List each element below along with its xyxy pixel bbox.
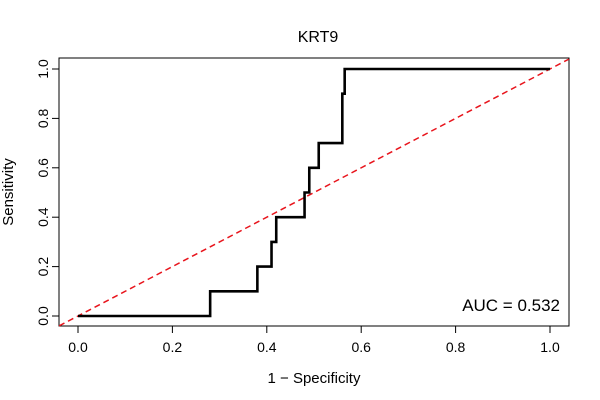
x-tick-label: 1.0 bbox=[540, 339, 560, 355]
y-tick-label: 0.8 bbox=[35, 108, 51, 128]
y-axis-title: Sensitivity bbox=[0, 158, 17, 226]
x-tick-label: 0.6 bbox=[351, 339, 371, 355]
auc-annotation: AUC = 0.532 bbox=[462, 296, 560, 315]
x-tick-label: 0.0 bbox=[68, 339, 88, 355]
x-tick-label: 0.8 bbox=[446, 339, 466, 355]
x-tick-label: 0.4 bbox=[257, 339, 277, 355]
y-tick-label: 0.6 bbox=[35, 158, 51, 178]
roc-curve-line bbox=[78, 67, 550, 318]
x-axis-title: 1 − Specificity bbox=[268, 370, 361, 387]
y-tick-label: 0.0 bbox=[35, 306, 51, 326]
y-tick-label: 0.4 bbox=[35, 207, 51, 227]
y-axis: 0.0 0.2 0.4 0.6 0.8 1.0 bbox=[35, 59, 60, 326]
chart-title: KRT9 bbox=[298, 29, 339, 46]
reference-diagonal-line bbox=[58, 58, 570, 327]
x-tick-label: 0.2 bbox=[163, 339, 183, 355]
y-tick-label: 1.0 bbox=[35, 59, 51, 79]
series-layer bbox=[58, 58, 570, 327]
plot-area bbox=[58, 57, 570, 327]
plot-frame bbox=[58, 57, 570, 327]
x-axis: 0.0 0.2 0.4 0.6 0.8 1.0 bbox=[68, 325, 560, 355]
y-tick-label: 0.2 bbox=[35, 257, 51, 277]
